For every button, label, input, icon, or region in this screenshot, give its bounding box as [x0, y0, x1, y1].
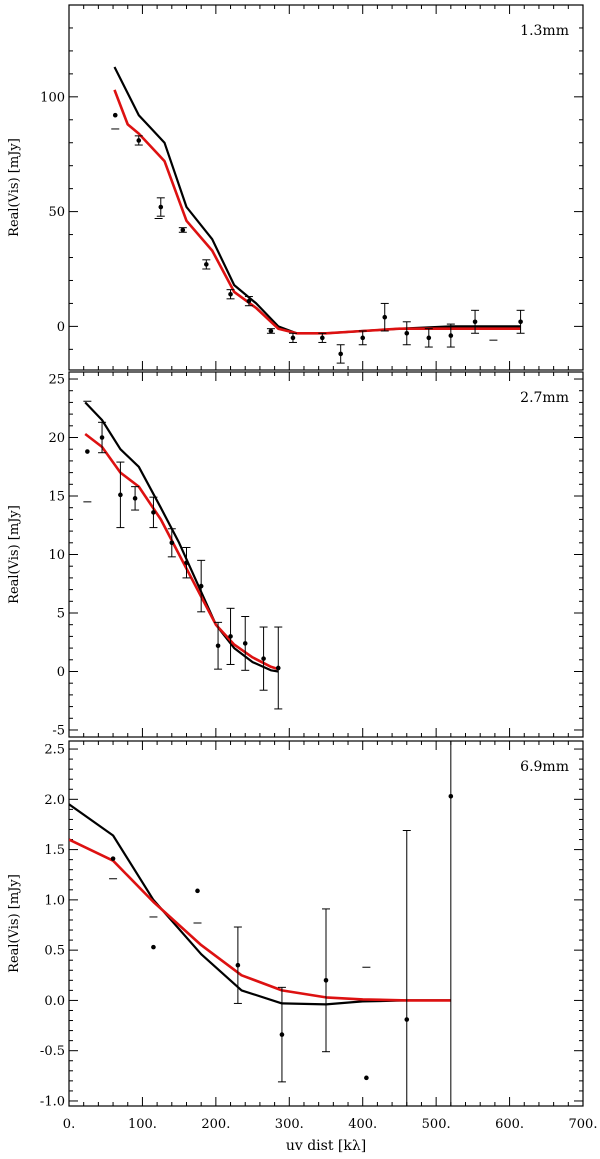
model-red-line	[69, 838, 451, 1002]
x-tick-label: 0.	[63, 1117, 75, 1132]
model-red-line	[113, 89, 521, 335]
y-tick-label: 0.0	[44, 994, 65, 1009]
x-tick-label: 300.	[275, 1117, 304, 1132]
panel-1-3mm: 0 50 100 Real(Vis) [mJy] 1.3mm	[7, 4, 584, 371]
plot-area	[111, 66, 525, 364]
data-point	[404, 330, 410, 336]
panel-2-7mm: -5 0 5 10 15 20 25 Real(Vis) [mJy] 2.7mm	[7, 371, 584, 738]
data-point	[426, 335, 432, 341]
data-point	[235, 962, 241, 968]
y-tick-label: 25	[48, 373, 65, 388]
x-tick-label: 600.	[495, 1117, 524, 1132]
data-point	[184, 560, 189, 565]
data-point	[180, 227, 186, 233]
y-axis-label: Real(Vis) [mJy]	[7, 138, 22, 237]
data-point	[472, 319, 478, 325]
data-point	[198, 583, 204, 589]
data-point	[246, 298, 252, 304]
y-tick-label: 0	[57, 665, 65, 680]
model-red-line	[84, 432, 279, 671]
panel-label: 2.7mm	[520, 390, 569, 406]
model-black-line	[84, 401, 279, 673]
x-tick-label: 500.	[422, 1117, 451, 1132]
y-tick-label: 2.0	[44, 793, 65, 808]
y-tick-label: -1.0	[40, 1094, 65, 1109]
data-point	[448, 333, 454, 338]
data-point	[242, 641, 248, 646]
data-point	[99, 435, 105, 440]
y-tick-label: 10	[48, 548, 65, 563]
data-point	[338, 351, 343, 357]
data-point	[112, 112, 118, 118]
data-point	[151, 944, 156, 950]
y-tick-label: 1.0	[44, 893, 65, 908]
data-point	[132, 496, 138, 501]
model-black-line	[69, 803, 451, 1006]
data-point	[110, 856, 116, 861]
data-point	[228, 291, 233, 297]
panel-6-9mm: -1.0 -0.5 0.0 0.5 1.0 1.5 2.0 2.5 Real(Vis) [mJy…	[7, 740, 598, 1154]
data-point	[204, 262, 209, 267]
data-point	[136, 138, 142, 143]
panel-label: 6.9mm	[520, 759, 569, 775]
data-point	[448, 794, 454, 799]
y-tick-label: 100	[40, 90, 65, 105]
x-axis-label: uv dist [kλ]	[286, 1138, 366, 1154]
data-point	[215, 643, 221, 649]
plot-frame	[68, 740, 584, 1107]
data-point	[323, 978, 329, 983]
y-tick-label: 0.5	[44, 944, 65, 959]
y-axis-label: Real(Vis) [mJy]	[7, 505, 22, 604]
plot-frame	[68, 371, 584, 738]
data-point	[275, 665, 281, 671]
y-tick-label: 0	[57, 320, 65, 335]
data-point	[404, 1017, 410, 1022]
data-point	[195, 888, 200, 894]
data-point	[279, 1032, 285, 1037]
y-axis-label: Real(Vis) [mJy]	[7, 874, 22, 973]
y-tick-label: 20	[48, 431, 65, 446]
data-point	[320, 335, 325, 341]
plot-area	[83, 400, 283, 710]
data-point	[290, 335, 296, 341]
x-tick-label: 200.	[201, 1117, 230, 1132]
y-tick-label: 15	[48, 490, 65, 505]
y-tick-label: -5	[52, 723, 65, 738]
panel-label: 1.3mm	[520, 23, 569, 39]
x-tick-label: 100.	[128, 1117, 157, 1132]
y-tick-label: 50	[48, 205, 65, 220]
plot-frame	[68, 4, 584, 371]
y-tick-label: 1.5	[44, 843, 65, 858]
x-tick-label: 400.	[348, 1117, 377, 1132]
data-point	[118, 492, 123, 498]
y-tick-label: -0.5	[40, 1044, 65, 1059]
y-tick-label: 5	[57, 606, 65, 621]
data-point	[169, 540, 175, 546]
y-tick-label: 2.5	[44, 743, 65, 758]
model-black-line	[113, 66, 521, 335]
data-point	[228, 634, 233, 639]
data-point	[158, 204, 164, 210]
data-point	[518, 319, 523, 325]
plot-area	[69, 741, 454, 1106]
x-tick-label: 700.	[569, 1117, 598, 1132]
data-point	[85, 449, 90, 454]
data-point	[151, 510, 156, 515]
data-point	[360, 335, 366, 341]
data-point	[382, 314, 388, 320]
data-point	[268, 328, 274, 334]
data-point	[364, 1075, 369, 1081]
data-point	[261, 656, 266, 661]
